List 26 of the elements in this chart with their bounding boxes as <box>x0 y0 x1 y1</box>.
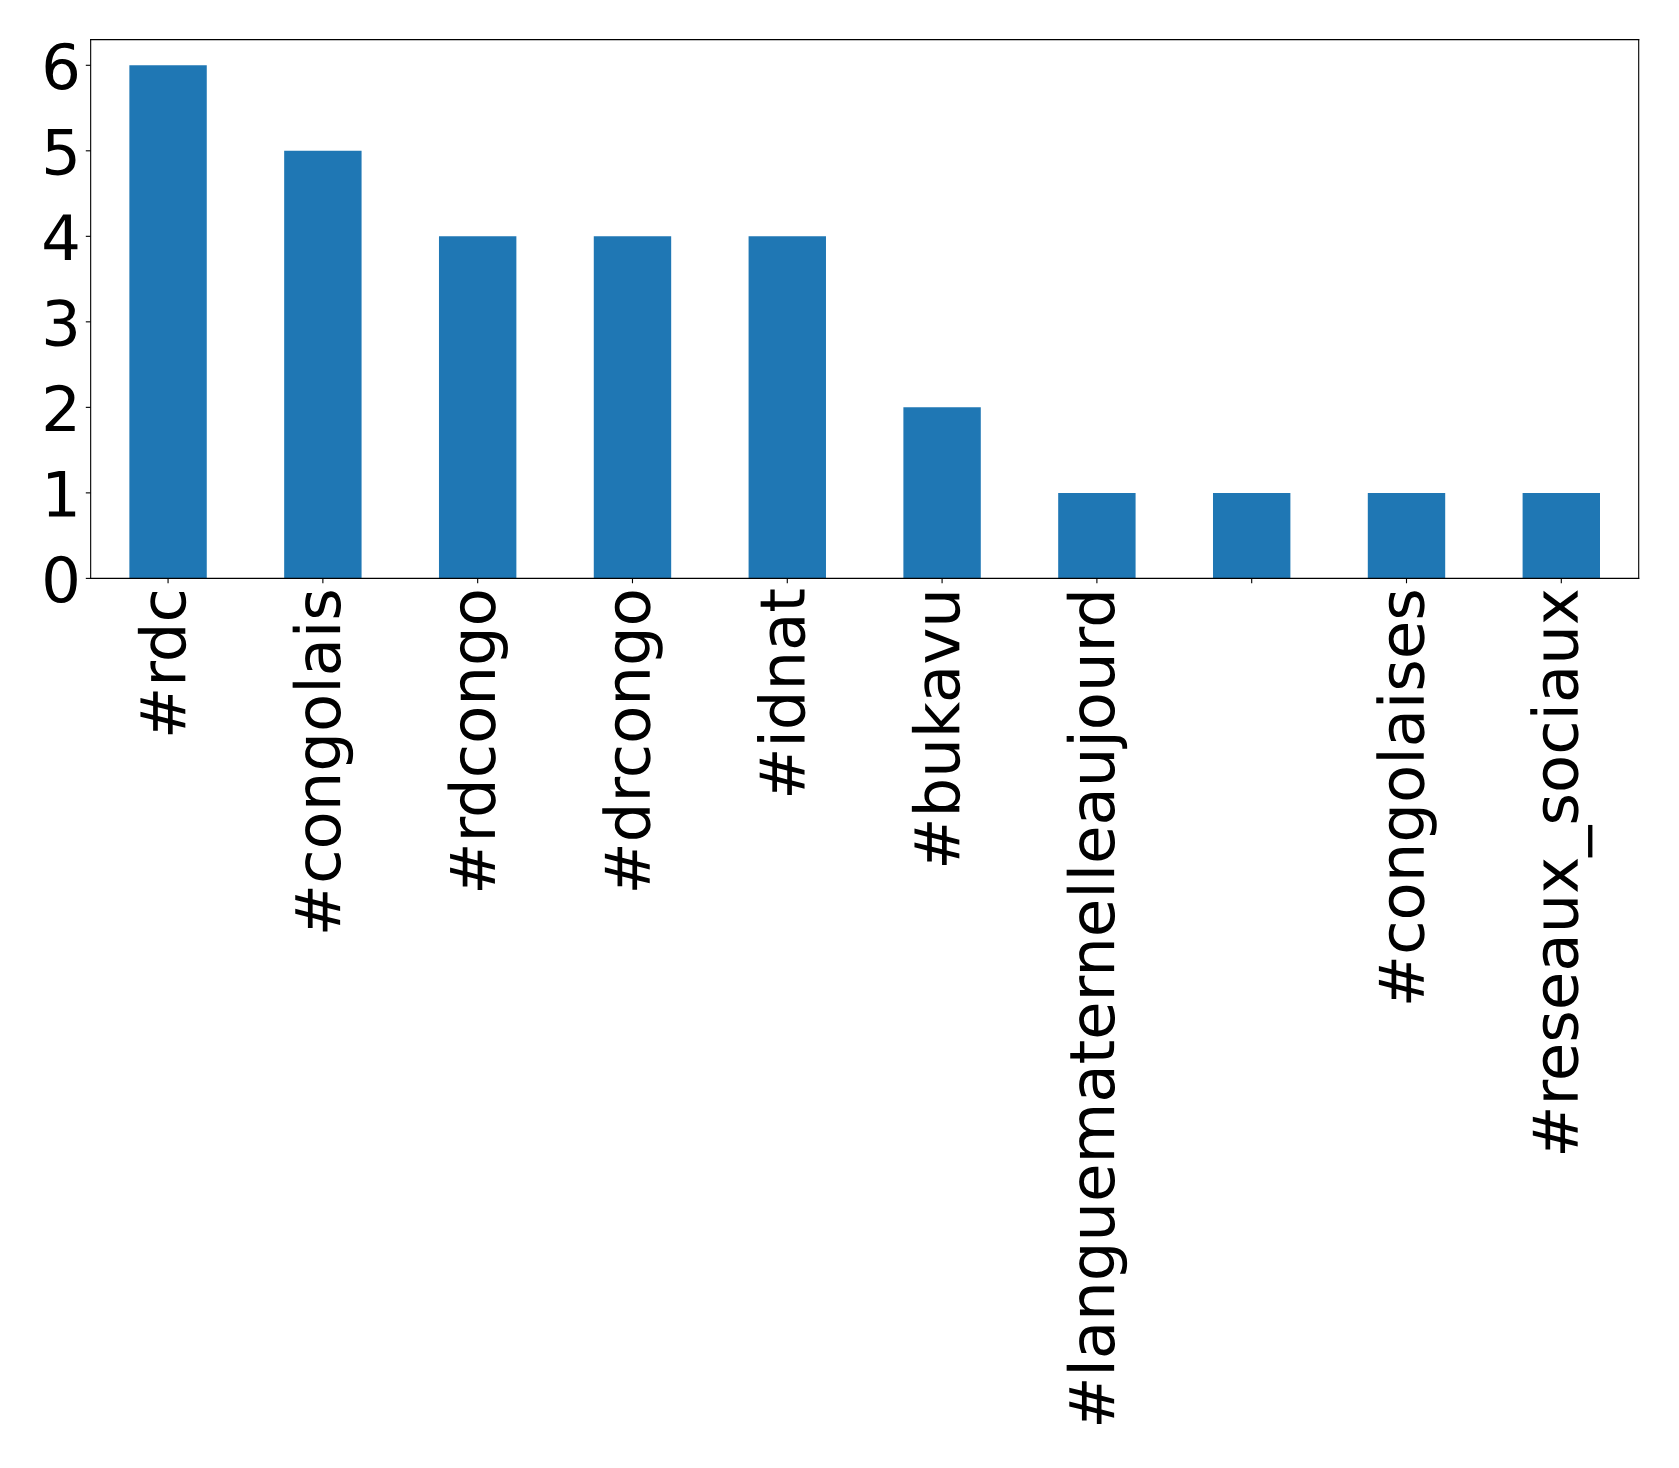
y-tick-label: 3 <box>45 299 76 347</box>
bar <box>1522 492 1600 579</box>
x-tick-label: #rdc <box>137 592 187 735</box>
bar <box>1367 492 1446 579</box>
y-tick-label: 2 <box>45 384 75 432</box>
y-tick-label: 5 <box>46 128 76 176</box>
bar <box>129 65 207 579</box>
y-tick-label: 6 <box>45 42 78 90</box>
x-tick-label: #languematernelleaujourd <box>1066 593 1128 1425</box>
x-tick-label: #reseaux_sociaux <box>1530 590 1593 1154</box>
y-tick-label: 0 <box>45 555 77 604</box>
x-tick-label: #bukavu <box>911 593 961 865</box>
bar <box>1212 492 1291 579</box>
bar <box>903 407 981 579</box>
y-tick-label: 4 <box>44 214 78 261</box>
bar <box>593 236 672 579</box>
x-tick-label: #congolais <box>292 591 354 932</box>
x-tick-label: #congolaises <box>1376 591 1437 1003</box>
x-tick-label: #rdcongo <box>447 591 508 891</box>
y-tick-label: 1 <box>48 471 76 517</box>
bar <box>1058 492 1136 579</box>
bar <box>284 150 362 579</box>
x-tick-label: #drcongo <box>602 591 663 890</box>
bar <box>748 236 826 579</box>
x-tick-label: #idnat <box>757 589 806 796</box>
bar <box>438 236 517 579</box>
